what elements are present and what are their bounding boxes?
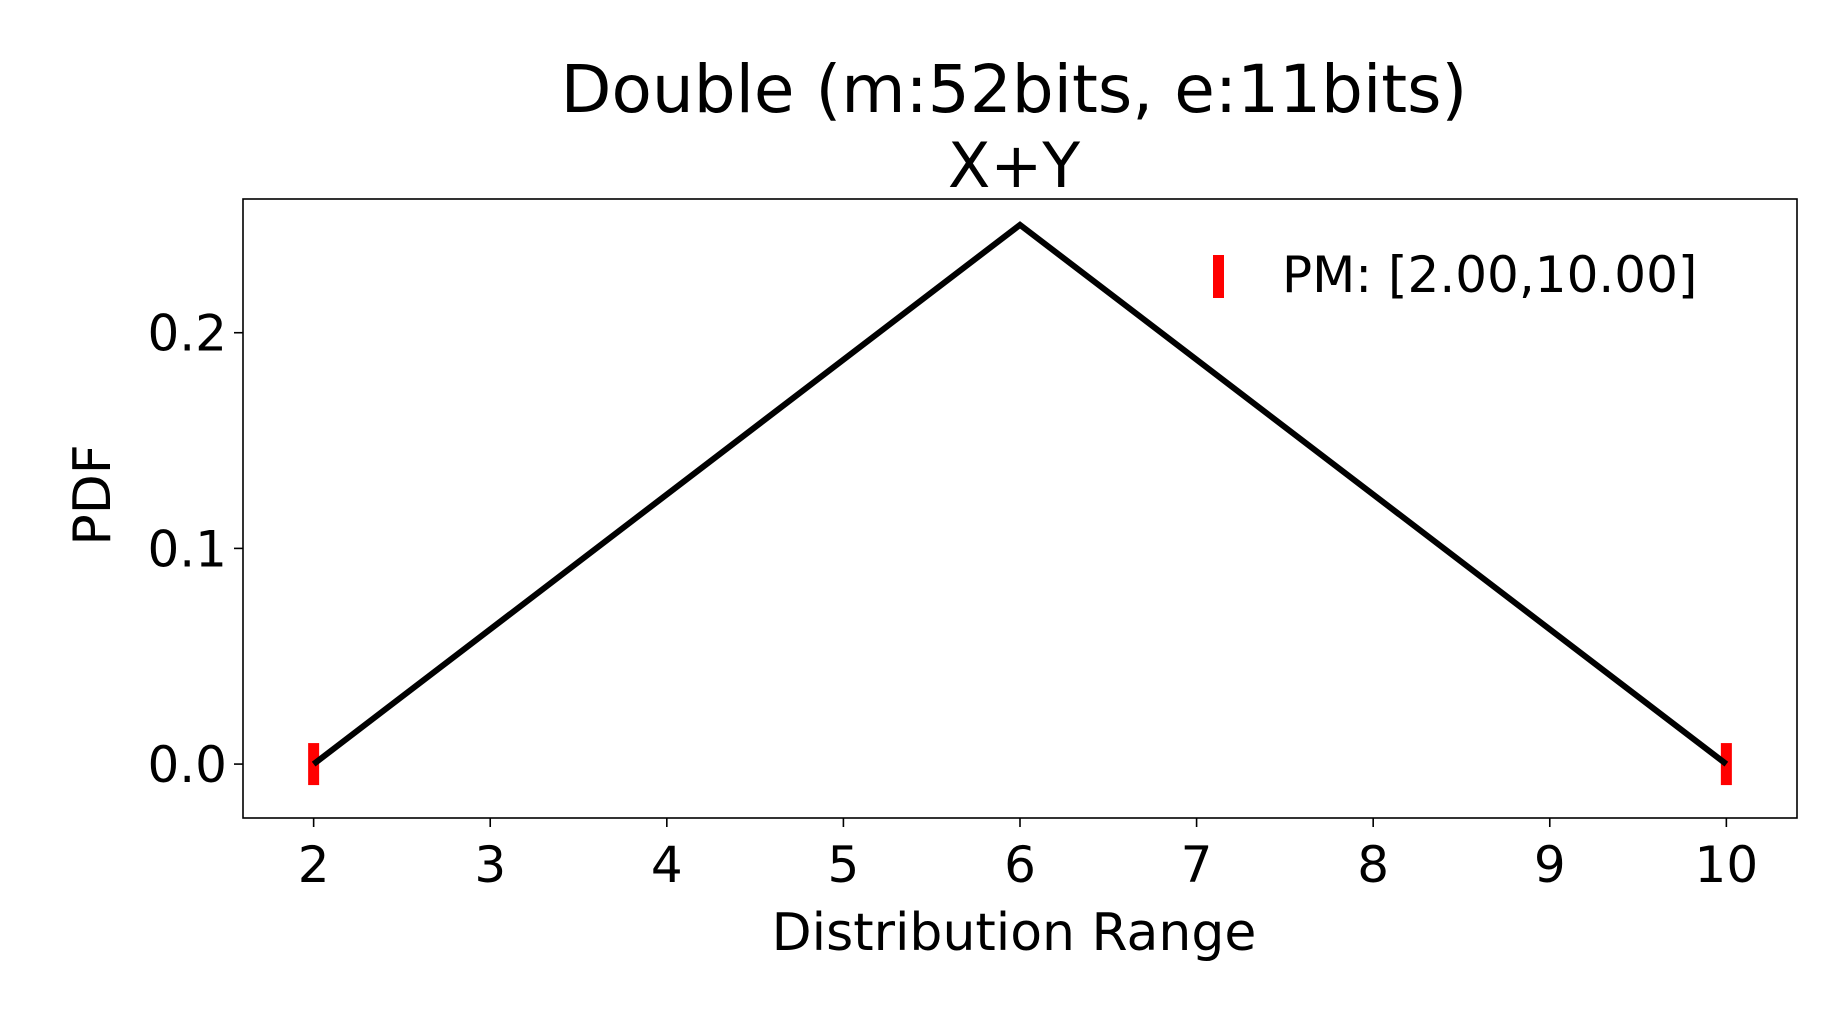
x-tick-label: 6 bbox=[1004, 836, 1036, 894]
y-tick-label: 0.1 bbox=[147, 520, 227, 578]
x-tick-label: 3 bbox=[474, 836, 506, 894]
plot-area: 2 3 4 5 6 7 8 9 10 0.0 0.1 0.2 bbox=[147, 198, 1798, 894]
chart-subtitle: X+Y bbox=[948, 129, 1080, 202]
y-tick-label: 0.2 bbox=[147, 305, 227, 363]
legend: PM: [2.00,10.00] bbox=[1213, 246, 1697, 304]
y-tick-label: 0.0 bbox=[147, 736, 227, 794]
x-tick-label: 8 bbox=[1357, 836, 1389, 894]
x-axis-label: Distribution Range bbox=[772, 903, 1257, 963]
chart-title: Double (m:52bits, e:11bits) bbox=[561, 51, 1468, 128]
x-tick-label: 5 bbox=[828, 836, 860, 894]
legend-pm-label: PM: [2.00,10.00] bbox=[1282, 246, 1697, 304]
x-tick-label: 4 bbox=[651, 836, 683, 894]
x-tick-label: 10 bbox=[1695, 836, 1759, 894]
x-tick-label: 9 bbox=[1534, 836, 1566, 894]
y-axis-label: PDF bbox=[63, 444, 123, 545]
legend-pm-marker bbox=[1213, 255, 1224, 298]
x-tick-label: 2 bbox=[298, 836, 330, 894]
x-tick-label: 7 bbox=[1181, 836, 1213, 894]
pdf-line bbox=[311, 221, 1729, 767]
